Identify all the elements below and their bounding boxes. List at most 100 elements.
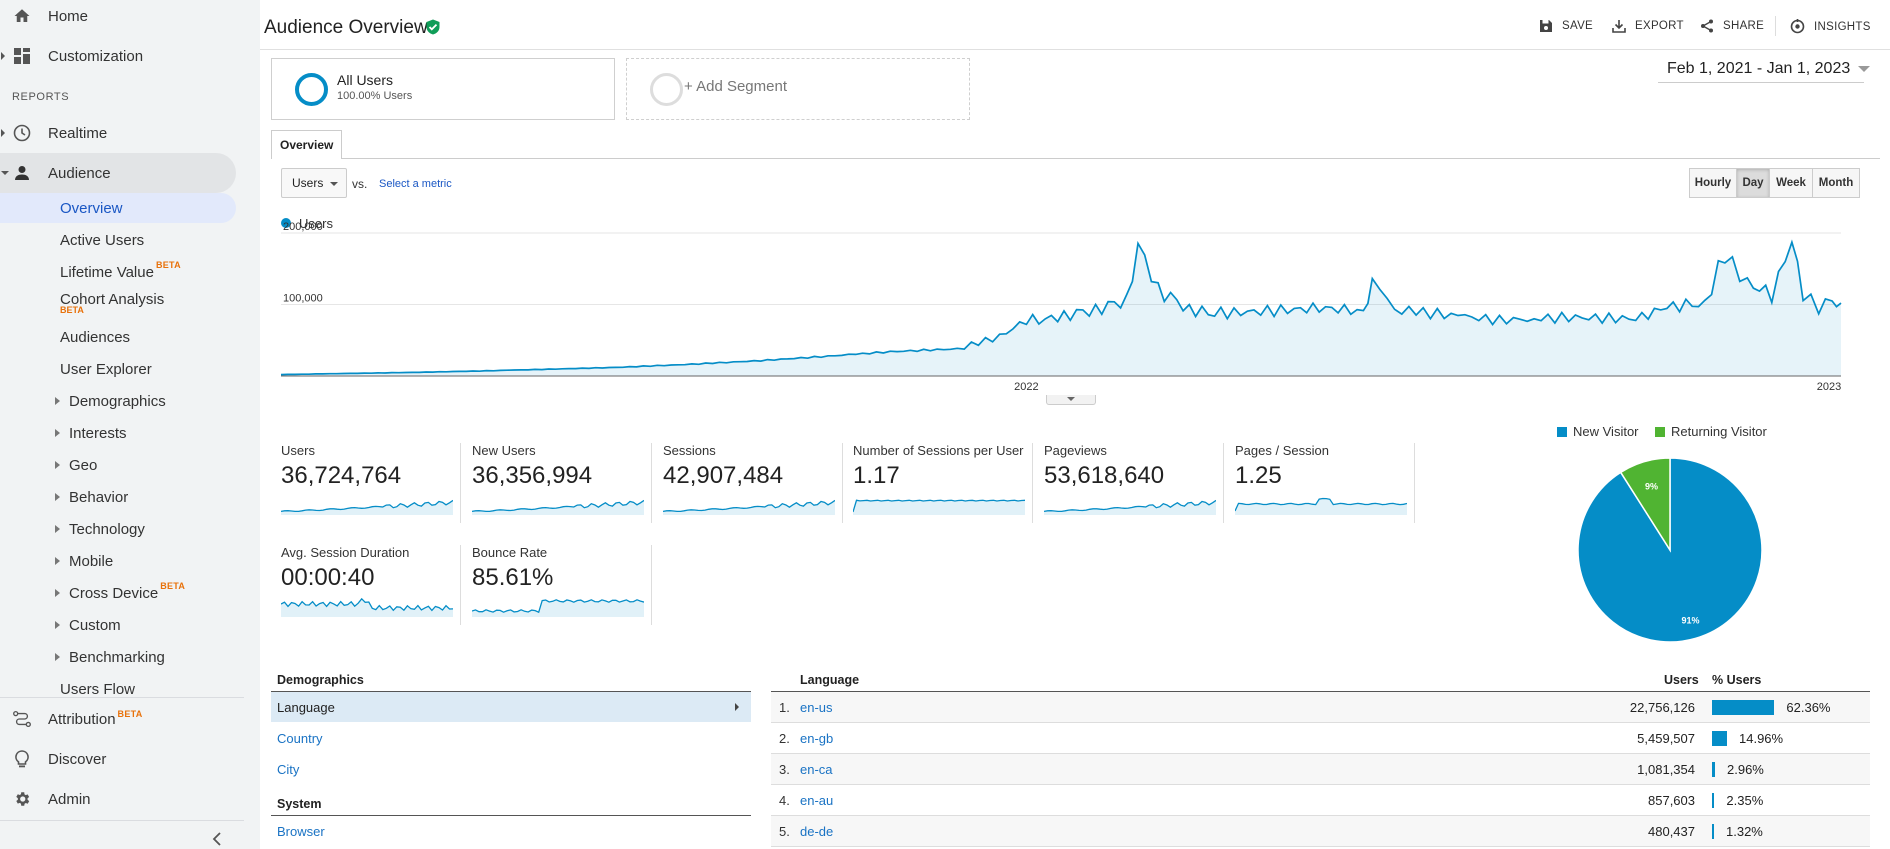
sidebar-item-demographics[interactable]: Demographics bbox=[55, 386, 166, 416]
pct-value: 2.35% bbox=[1726, 792, 1764, 808]
metric-card[interactable]: Sessions 42,907,484 bbox=[653, 443, 843, 523]
share-icon bbox=[1701, 19, 1713, 33]
metric-value: 1.17 bbox=[853, 462, 900, 489]
dimension-browser[interactable]: Browser bbox=[277, 823, 325, 839]
report-header: Audience Overview SAVE EXPORT SHARE INSI… bbox=[260, 0, 1890, 50]
users-column-header: Users bbox=[1664, 673, 1699, 687]
chart-expand-handle[interactable] bbox=[1046, 395, 1096, 405]
sparkline-line bbox=[1044, 499, 1216, 513]
share-button[interactable]: SHARE bbox=[1700, 19, 1764, 33]
sidebar-item-label: User Explorer bbox=[60, 360, 152, 378]
pie-legend-returning: Returning Visitor bbox=[1655, 424, 1767, 439]
language-link[interactable]: en-gb bbox=[800, 730, 834, 746]
metric-card[interactable]: Number of Sessions per User 1.17 bbox=[843, 443, 1033, 523]
sidebar-item-geo[interactable]: Geo bbox=[55, 450, 97, 480]
sidebar-item-interests[interactable]: Interests bbox=[55, 418, 127, 448]
dimension-country[interactable]: Country bbox=[277, 730, 323, 746]
sidebar-item-technology[interactable]: Technology bbox=[55, 514, 145, 544]
granularity-month-button[interactable]: Month bbox=[1812, 168, 1860, 198]
nav-home-label: Home bbox=[48, 7, 89, 25]
metric-sparkline bbox=[1235, 497, 1407, 515]
metric-card[interactable]: Bounce Rate 85.61% bbox=[462, 545, 652, 625]
collapse-sidebar-icon[interactable] bbox=[212, 832, 222, 849]
metric-sparkline bbox=[281, 499, 453, 515]
nav-customization[interactable]: Customization bbox=[0, 36, 244, 76]
table-row: 4. en-au 857,603 2.35% bbox=[771, 785, 1870, 816]
sidebar-item-users-flow[interactable]: Users Flow bbox=[60, 674, 135, 704]
add-segment-button[interactable]: + Add Segment bbox=[626, 58, 970, 120]
nav-home[interactable]: Home bbox=[0, 0, 244, 36]
pie-slice[interactable] bbox=[1619, 457, 1671, 553]
legend-users-label: Users bbox=[299, 216, 333, 231]
language-link[interactable]: en-au bbox=[800, 792, 834, 808]
sidebar-item-active-users[interactable]: Active Users bbox=[60, 225, 144, 255]
date-range-picker[interactable]: Feb 1, 2021 - Jan 1, 2023 bbox=[1667, 60, 1871, 78]
metric-card[interactable]: Pageviews 53,618,640 bbox=[1034, 443, 1224, 523]
select-metric-link[interactable]: Select a metric bbox=[379, 178, 452, 190]
dimension-city[interactable]: City bbox=[277, 761, 300, 777]
sidebar-item-behavior[interactable]: Behavior bbox=[55, 482, 128, 512]
clock-icon bbox=[13, 124, 31, 142]
beta-badge: BETA bbox=[60, 305, 84, 315]
row-number: 3. bbox=[779, 761, 790, 777]
save-icon bbox=[1540, 20, 1552, 32]
reports-header: REPORTS bbox=[12, 91, 70, 103]
save-button[interactable]: SAVE bbox=[1539, 19, 1593, 33]
sidebar-item-benchmarking[interactable]: Benchmarking bbox=[55, 642, 165, 672]
nav-discover[interactable]: Discover bbox=[0, 739, 244, 779]
segment-all-users[interactable]: All Users 100.00% Users bbox=[271, 58, 615, 120]
expand-triangle-icon bbox=[55, 493, 60, 501]
sidebar-item-cross-device[interactable]: Cross Device BETA bbox=[55, 578, 185, 608]
metric-sparkline bbox=[663, 499, 835, 515]
expand-triangle-icon bbox=[55, 557, 60, 565]
expand-triangle-icon bbox=[55, 589, 60, 597]
sidebar-item-label: Custom bbox=[69, 616, 121, 634]
sidebar-item-audiences[interactable]: Audiences bbox=[60, 322, 130, 352]
sidebar-divider bbox=[0, 820, 244, 821]
chart-gridlines bbox=[281, 232, 1841, 305]
metric-card[interactable]: New Users 36,356,994 bbox=[462, 443, 652, 523]
expand-caret-icon bbox=[1, 52, 5, 60]
sidebar-item-cohort-analysis[interactable]: Cohort Analysis bbox=[60, 284, 164, 314]
y-tick-label: 100,000 bbox=[283, 293, 323, 305]
expand-triangle-icon bbox=[55, 429, 60, 437]
pct-bar bbox=[1712, 762, 1715, 777]
users-value: 22,756,126 bbox=[1629, 699, 1695, 715]
metric-label: Bounce Rate bbox=[472, 545, 548, 560]
nav-attribution[interactable]: Attribution BETA bbox=[0, 699, 244, 739]
export-button[interactable]: EXPORT bbox=[1612, 19, 1684, 33]
granularity-week-button[interactable]: Week bbox=[1769, 168, 1813, 198]
gear-icon bbox=[13, 790, 31, 808]
metric-card[interactable]: Users 36,724,764 bbox=[271, 443, 461, 523]
sparkline-line bbox=[281, 597, 453, 612]
nav-audience[interactable]: Audience bbox=[0, 153, 236, 193]
sidebar-item-user-explorer[interactable]: User Explorer bbox=[60, 354, 152, 384]
insights-button[interactable]: INSIGHTS bbox=[1790, 19, 1871, 34]
sidebar-item-overview[interactable]: Overview bbox=[0, 193, 236, 223]
nav-realtime[interactable]: Realtime bbox=[0, 113, 244, 153]
language-link[interactable]: en-us bbox=[800, 699, 833, 715]
language-link[interactable]: en-ca bbox=[800, 761, 833, 777]
language-link[interactable]: de-de bbox=[800, 823, 834, 839]
granularity-hourly-button[interactable]: Hourly bbox=[1689, 168, 1737, 198]
sidebar-item-lifetime-value[interactable]: Lifetime Value BETA bbox=[60, 257, 181, 287]
metric-dropdown[interactable]: Users bbox=[281, 168, 347, 198]
pie-legend-new-label: New Visitor bbox=[1573, 424, 1639, 439]
metric-card[interactable]: Avg. Session Duration 00:00:40 bbox=[271, 545, 461, 625]
sidebar-item-label: Cohort Analysis bbox=[60, 290, 165, 308]
expand-triangle-icon bbox=[55, 461, 60, 469]
sidebar-item-mobile[interactable]: Mobile bbox=[55, 546, 113, 576]
dimension-language[interactable]: Language bbox=[271, 692, 751, 722]
granularity-day-button[interactable]: Day bbox=[1736, 168, 1770, 198]
vs-label: vs. bbox=[352, 177, 368, 191]
nav-admin[interactable]: Admin bbox=[0, 779, 244, 819]
expand-triangle-icon bbox=[55, 653, 60, 661]
table-row: 2. en-gb 5,459,507 14.96% bbox=[771, 723, 1870, 754]
metric-dropdown-value: Users bbox=[292, 176, 324, 190]
sidebar-item-label: Demographics bbox=[69, 392, 166, 410]
sidebar-item-custom[interactable]: Custom bbox=[55, 610, 121, 640]
tab-overview[interactable]: Overview bbox=[271, 130, 343, 159]
home-icon bbox=[13, 7, 31, 25]
metric-value: 53,618,640 bbox=[1044, 462, 1165, 489]
metric-card[interactable]: Pages / Session 1.25 bbox=[1225, 443, 1415, 523]
